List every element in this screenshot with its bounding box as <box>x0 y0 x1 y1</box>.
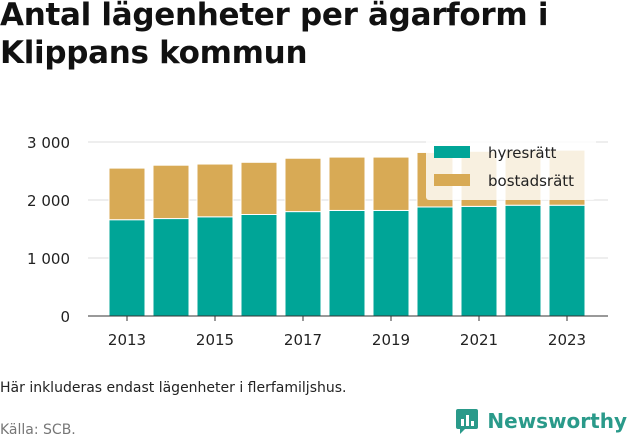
legend-label-bostadsratt: bostadsrätt <box>488 172 574 190</box>
bar-hyresratt-2021 <box>460 205 498 317</box>
x-axis: 2013 2015 2017 2019 2021 2023 <box>88 315 608 349</box>
x-tick-label: 2017 <box>284 331 322 349</box>
bar-hyresratt-2017 <box>284 211 322 317</box>
brand-name: Newsworthy <box>487 409 627 433</box>
bar-bostadsratt-2019 <box>372 156 410 211</box>
bar-bostadsratt-2018 <box>328 156 366 211</box>
chart-title-line-1: Antal lägenheter per ägarform i <box>0 0 549 33</box>
bar-hyresratt-2016 <box>240 214 278 317</box>
y-tick-label: 3 000 <box>27 134 70 152</box>
newsworthy-logo-icon <box>456 409 479 434</box>
y-tick-label: 0 <box>60 308 70 326</box>
x-tick-label: 2013 <box>108 331 146 349</box>
bar-bostadsratt-2013 <box>108 167 146 221</box>
brand: Newsworthy <box>455 408 627 434</box>
x-tick-label: 2023 <box>548 331 586 349</box>
bar-hyresratt-2022 <box>504 204 542 317</box>
bar-bostadsratt-2016 <box>240 161 278 216</box>
bar-hyresratt-2020 <box>416 206 454 317</box>
y-tick-label: 2 000 <box>27 192 70 210</box>
bar-bostadsratt-2017 <box>284 157 322 213</box>
bar-hyresratt-2019 <box>372 209 410 317</box>
bar-hyresratt-2013 <box>108 219 146 317</box>
bar-bostadsratt-2015 <box>196 163 234 218</box>
source-text: Källa: SCB. <box>0 422 76 438</box>
chart-title-line-2: Klippans kommun <box>0 35 308 71</box>
x-tick-label: 2019 <box>372 331 410 349</box>
legend-swatch-bostadsratt <box>434 174 470 186</box>
bar-hyresratt-2023 <box>548 204 586 317</box>
bar-bostadsratt-2014 <box>152 164 190 220</box>
chart-title: Antal lägenheter per ägarform i Klippans… <box>0 0 620 72</box>
y-axis: 0 1 000 2 000 3 000 <box>27 134 70 326</box>
legend: hyresrätt bostadsrätt <box>426 138 596 200</box>
legend-label-hyresratt: hyresrätt <box>488 144 557 162</box>
bar-hyresratt-2014 <box>152 218 190 317</box>
y-tick-label: 1 000 <box>27 250 70 268</box>
x-tick-label: 2021 <box>460 331 498 349</box>
legend-swatch-hyresratt <box>434 146 470 158</box>
footnote: Här inkluderas endast lägenheter i flerf… <box>0 380 347 396</box>
bar-hyresratt-2015 <box>196 216 234 317</box>
bar-hyresratt-2018 <box>328 209 366 317</box>
x-tick-label: 2015 <box>196 331 234 349</box>
